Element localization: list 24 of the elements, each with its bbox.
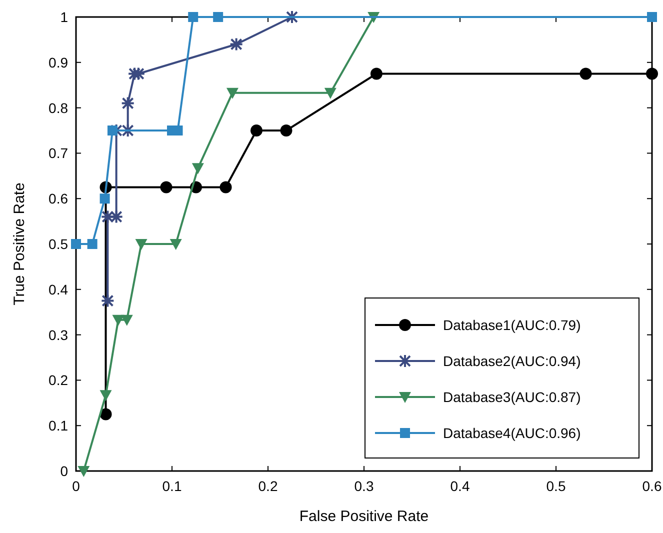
y-tick-label: 0.7 — [48, 145, 68, 162]
y-tick-label: 0.9 — [48, 54, 68, 70]
y-tick-label: 0.8 — [48, 100, 68, 116]
y-tick-label: 1 — [60, 9, 68, 25]
x-tick-label: 0.2 — [258, 478, 278, 494]
legend-label: Database1(AUC:0.79) — [443, 317, 581, 333]
x-tick-label: 0.4 — [450, 478, 470, 494]
legend-label: Database2(AUC:0.94) — [443, 353, 581, 369]
y-tick-label: 0.4 — [48, 281, 68, 298]
y-tick-label: 0 — [60, 463, 68, 479]
x-axis-title: False Positive Rate — [299, 508, 429, 525]
y-tick-label: 0.6 — [48, 190, 68, 207]
legend-label: Database4(AUC:0.96) — [443, 425, 581, 441]
x-tick-label: 0.1 — [162, 478, 182, 494]
x-tick-label: 0.6 — [642, 478, 662, 494]
y-tick-label: 0.5 — [48, 236, 68, 252]
y-tick-label: 0.2 — [48, 372, 68, 388]
y-tick-label: 0.3 — [48, 326, 68, 343]
y-tick-label: 0.1 — [48, 418, 68, 434]
x-tick-label: 0 — [72, 478, 80, 494]
x-tick-label: 0.5 — [546, 478, 566, 494]
legend-label: Database3(AUC:0.87) — [443, 389, 581, 405]
y-axis-title: True Positive Rate — [11, 182, 28, 306]
x-tick-label: 0.3 — [354, 478, 374, 494]
